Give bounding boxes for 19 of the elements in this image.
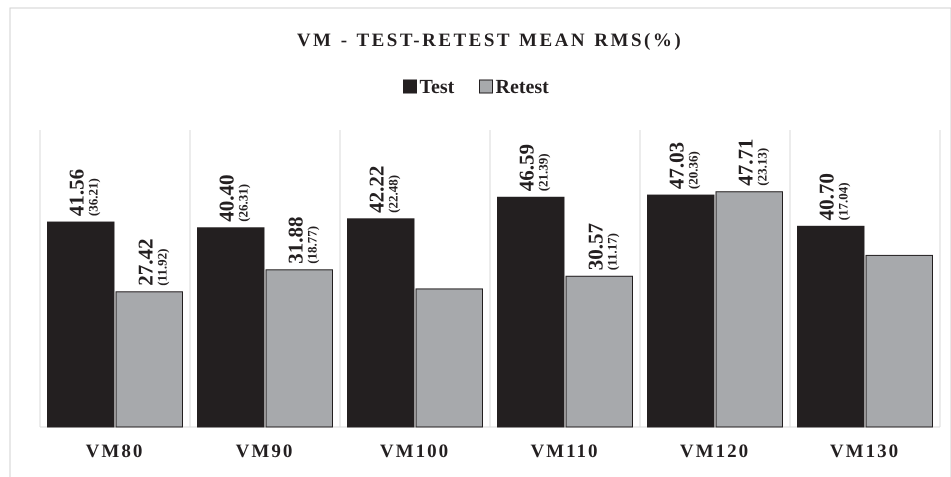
x-tick-label: VM90 [236, 441, 294, 462]
data-label: 46.59 (21.39) [514, 144, 551, 192]
data-label: 41.56 (36.21) [64, 168, 101, 216]
data-label: 40.40 (26.31) [214, 174, 251, 222]
data-label: 27.42 (11.92) [133, 238, 170, 286]
data-label: 40.70 (17.04) [814, 173, 851, 220]
x-tick-label: VM100 [380, 441, 450, 462]
x-tick-label: VM120 [680, 441, 750, 462]
data-label: 42.22 (22.48) [364, 166, 401, 213]
data-label: 47.03 (20.36) [664, 142, 701, 190]
x-tick-label: VM130 [830, 441, 900, 462]
legend-label: Test [420, 76, 455, 98]
chart-title: VM - TEST-RETEST MEAN RMS(%) [296, 30, 684, 51]
data-label: 31.88 (18.77) [283, 216, 320, 264]
legend-label: Retest [496, 76, 550, 98]
x-tick-label: VM80 [86, 441, 144, 462]
x-tick-label: VM110 [530, 441, 600, 462]
data-label: 30.57 (11.17) [583, 223, 620, 270]
data-label: 47.71 (23.13) [733, 138, 770, 186]
